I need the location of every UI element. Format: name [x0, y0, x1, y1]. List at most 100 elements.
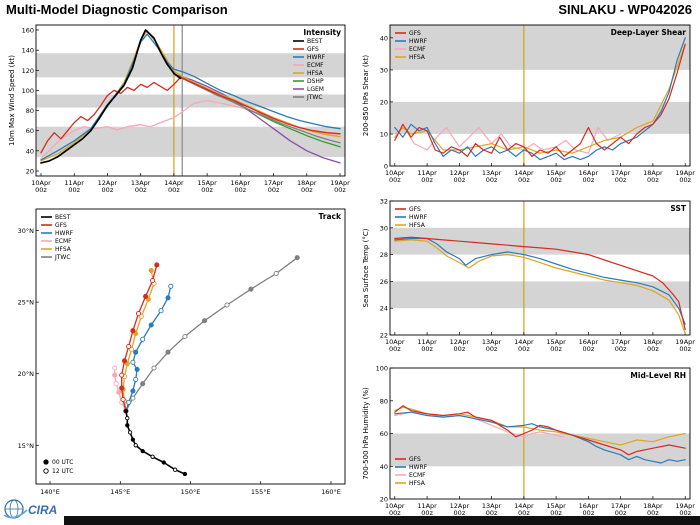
svg-text:00z: 00z	[421, 176, 433, 184]
svg-text:00z: 00z	[615, 345, 627, 353]
svg-text:60: 60	[26, 127, 34, 135]
svg-text:JTWC: JTWC	[306, 94, 323, 101]
cira-logo-text: CIRA	[28, 503, 57, 517]
svg-text:100: 100	[22, 87, 34, 95]
svg-text:13Apr: 13Apr	[482, 338, 502, 346]
svg-text:22: 22	[380, 332, 388, 340]
svg-text:30: 30	[380, 224, 388, 232]
svg-text:HFSA: HFSA	[307, 70, 324, 77]
svg-text:700-500 hPa Humidity (%): 700-500 hPa Humidity (%)	[362, 387, 370, 480]
svg-text:00z: 00z	[421, 345, 433, 353]
svg-text:13Apr: 13Apr	[131, 179, 151, 187]
svg-text:26: 26	[380, 278, 388, 286]
svg-text:10Apr: 10Apr	[385, 502, 405, 510]
svg-text:Intensity: Intensity	[303, 28, 341, 37]
svg-text:Sea Surface Temp (°C): Sea Surface Temp (°C)	[362, 228, 370, 307]
svg-text:00z: 00z	[615, 176, 627, 184]
svg-text:00z: 00z	[389, 345, 401, 353]
svg-text:10Apr: 10Apr	[385, 338, 405, 346]
svg-text:00z: 00z	[679, 509, 691, 517]
svg-text:00z: 00z	[486, 176, 498, 184]
svg-text:18Apr: 18Apr	[643, 338, 663, 346]
svg-text:28: 28	[380, 251, 388, 259]
svg-text:00z: 00z	[35, 186, 47, 194]
svg-text:18Apr: 18Apr	[297, 179, 317, 187]
svg-text:00z: 00z	[389, 509, 401, 517]
svg-text:HFSA: HFSA	[409, 480, 426, 487]
svg-text:16Apr: 16Apr	[579, 338, 599, 346]
svg-text:Track: Track	[319, 212, 342, 221]
shear-chart: 10Apr00z11Apr00z12Apr00z13Apr00z14Apr00z…	[362, 24, 695, 184]
intensity-chart: 10Apr00z11Apr00z12Apr00z13Apr00z14Apr00z…	[8, 24, 350, 194]
svg-text:16Apr: 16Apr	[579, 169, 599, 177]
svg-text:00z: 00z	[647, 176, 659, 184]
svg-text:00z: 00z	[68, 186, 80, 194]
svg-text:14Apr: 14Apr	[164, 179, 184, 187]
page-title: Multi-Model Diagnostic Comparison	[6, 2, 228, 17]
svg-text:40: 40	[380, 463, 388, 471]
rh-chart: 10Apr00z11Apr00z12Apr00z13Apr00z14Apr00z…	[362, 365, 695, 518]
svg-text:10: 10	[380, 131, 388, 139]
svg-text:GFS: GFS	[409, 456, 421, 463]
svg-text:00z: 00z	[334, 186, 346, 194]
svg-text:00z: 00z	[234, 186, 246, 194]
svg-text:30: 30	[380, 66, 388, 74]
svg-text:40: 40	[380, 34, 388, 42]
svg-text:140°E: 140°E	[40, 488, 60, 496]
svg-text:60: 60	[380, 430, 388, 438]
svg-text:ECMF: ECMF	[307, 62, 324, 69]
svg-text:HFSA: HFSA	[409, 54, 426, 61]
svg-text:0: 0	[384, 163, 388, 171]
svg-text:00z: 00z	[679, 176, 691, 184]
svg-text:GFS: GFS	[409, 206, 421, 213]
svg-text:14Apr: 14Apr	[514, 169, 534, 177]
svg-text:150°E: 150°E	[181, 488, 201, 496]
svg-text:11Apr: 11Apr	[64, 179, 84, 187]
svg-text:GFS: GFS	[409, 30, 421, 37]
globe-icon	[3, 499, 28, 519]
svg-text:00z: 00z	[135, 186, 147, 194]
svg-text:25°N: 25°N	[18, 299, 35, 307]
svg-text:15Apr: 15Apr	[546, 502, 566, 510]
svg-text:SST: SST	[670, 204, 686, 213]
track-chart: 140°E 145°E 150°E 155°E 160°E 15°N 20°N 25°N 30°…	[18, 208, 346, 496]
svg-text:40: 40	[26, 147, 34, 155]
svg-text:15°N: 15°N	[18, 442, 35, 450]
svg-text:18Apr: 18Apr	[643, 169, 663, 177]
svg-text:00z: 00z	[454, 345, 466, 353]
svg-text:200-850 hPa Shear (kt): 200-850 hPa Shear (kt)	[362, 55, 370, 136]
svg-text:13Apr: 13Apr	[482, 502, 502, 510]
svg-text:12Apr: 12Apr	[450, 169, 470, 177]
svg-text:00z: 00z	[647, 345, 659, 353]
svg-text:32: 32	[380, 198, 388, 206]
svg-text:12Apr: 12Apr	[450, 338, 470, 346]
cira-logo: CIRA	[2, 495, 76, 525]
svg-text:14Apr: 14Apr	[514, 502, 534, 510]
svg-text:BEST: BEST	[307, 38, 323, 45]
svg-text:GFS: GFS	[55, 222, 67, 229]
svg-text:00z: 00z	[486, 509, 498, 517]
svg-text:00z: 00z	[518, 176, 530, 184]
svg-text:100: 100	[376, 365, 388, 373]
svg-text:30°N: 30°N	[18, 227, 35, 235]
svg-text:00z: 00z	[550, 176, 562, 184]
svg-text:00z: 00z	[486, 345, 498, 353]
svg-text:20: 20	[380, 98, 388, 106]
sst-chart: 10Apr00z11Apr00z12Apr00z13Apr00z14Apr00z…	[362, 198, 695, 354]
svg-text:00z: 00z	[201, 186, 213, 194]
svg-text:00z: 00z	[550, 345, 562, 353]
svg-text:GFS: GFS	[307, 46, 319, 53]
svg-text:ECMF: ECMF	[409, 472, 426, 479]
svg-text:18Apr: 18Apr	[643, 502, 663, 510]
svg-text:LGEM: LGEM	[307, 86, 324, 93]
svg-text:145°E: 145°E	[110, 488, 130, 496]
svg-text:160: 160	[22, 27, 34, 35]
svg-text:00z: 00z	[454, 176, 466, 184]
svg-text:BEST: BEST	[55, 214, 71, 221]
svg-text:19Apr: 19Apr	[330, 179, 350, 187]
svg-text:HWRF: HWRF	[307, 54, 326, 61]
svg-text:HWRF: HWRF	[409, 38, 428, 45]
svg-text:ECMF: ECMF	[55, 238, 72, 245]
svg-text:11Apr: 11Apr	[417, 502, 437, 510]
svg-text:17Apr: 17Apr	[611, 169, 631, 177]
